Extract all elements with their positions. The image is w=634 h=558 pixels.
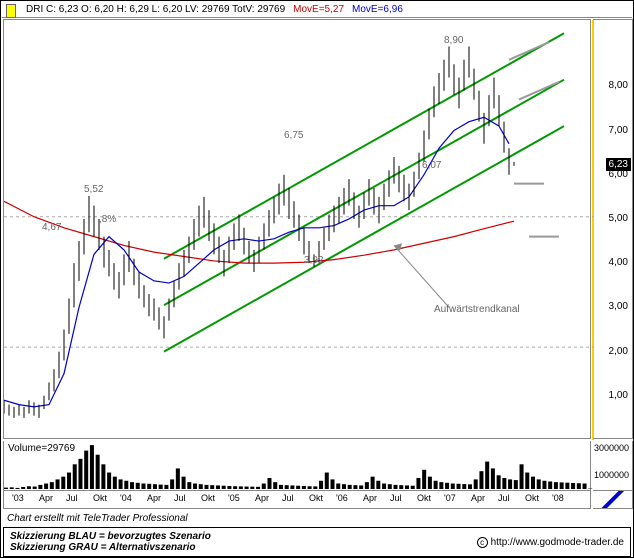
date-tick: Okt [309, 493, 323, 503]
volume-chart[interactable]: Volume=29769 [3, 441, 591, 491]
date-tick: Okt [417, 493, 431, 503]
date-tick: Jul [66, 493, 78, 503]
price-annotation: 8,90 [444, 35, 463, 46]
move-e-red: MovE=5,27 [293, 4, 344, 15]
volume-y-axis: 10000003000000 [593, 441, 633, 491]
chart-credit: Chart erstellt mit TeleTrader Profession… [7, 513, 188, 524]
move-e-blue: MovE=6,96 [352, 4, 403, 15]
price-annotation: 4,67 [42, 222, 61, 233]
legend-footer: Skizzierung BLAU = bevorzugtes Szenario … [3, 527, 631, 557]
date-tick: Apr [363, 493, 377, 503]
legend-line1: Skizzierung BLAU = bevorzugtes Szenario [10, 531, 211, 542]
date-tick: '05 [228, 493, 240, 503]
date-tick: Jul [174, 493, 186, 503]
date-tick: Apr [471, 493, 485, 503]
last-price-marker: 6,23 [606, 158, 631, 171]
date-tick: Okt [93, 493, 107, 503]
ticker-swatch [6, 4, 16, 18]
legend-line2: Skizzierung GRAU = Alternativszenario [10, 542, 211, 553]
price-annotation: 5,52 [84, 184, 103, 195]
date-tick: Jul [498, 493, 510, 503]
date-tick: '07 [444, 493, 456, 503]
ohlc-readout: DRI C: 6,23 O: 6,20 H: 6,29 L: 6,20 LV: … [26, 4, 285, 15]
date-tick: '03 [12, 493, 24, 503]
price-annotation: 3,92 [304, 255, 323, 266]
price-annotation: 6,75 [284, 130, 303, 141]
volume-svg [4, 441, 594, 489]
axis-corner-icon[interactable] [593, 491, 633, 509]
copyright-icon: c [477, 537, 488, 548]
chart-header: DRI C: 6,23 O: 6,20 H: 6,29 L: 6,20 LV: … [2, 2, 632, 18]
date-tick: Apr [147, 493, 161, 503]
date-tick: Okt [201, 493, 215, 503]
price-annotation: ,8% [99, 214, 116, 225]
date-tick: Jul [282, 493, 294, 503]
date-tick: Apr [255, 493, 269, 503]
date-tick: Apr [39, 493, 53, 503]
price-svg [4, 20, 594, 440]
date-tick: '04 [120, 493, 132, 503]
date-tick: '06 [336, 493, 348, 503]
date-axis: '03 Apr Jul Okt '04 Apr Jul Okt '05 Apr Jul Okt '06 A… [3, 491, 591, 509]
price-chart[interactable]: 5,52 4,67 ,8% 6,75 3,92 6,07 8,90 Aufwärtstrend… [3, 19, 591, 439]
date-tick: Jul [390, 493, 402, 503]
copyright-url[interactable]: http://www.godmode-trader.de [491, 537, 624, 548]
price-annotation: Aufwärtstrendkanal [434, 304, 520, 315]
date-tick: '08 [552, 493, 564, 503]
date-tick: Okt [525, 493, 539, 503]
price-y-axis: 1,002,003,004,005,006,007,008,006,23 [593, 19, 633, 439]
price-annotation: 6,07 [422, 160, 441, 171]
copyright: c http://www.godmode-trader.de [477, 537, 624, 548]
